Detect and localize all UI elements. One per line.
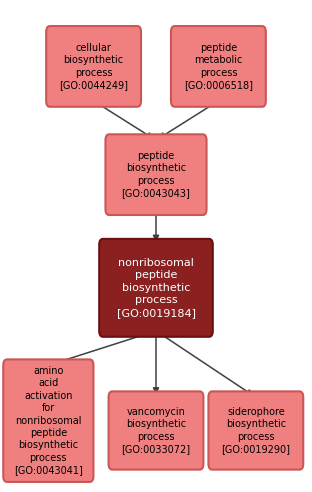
Text: siderophore
biosynthetic
process
[GO:0019290]: siderophore biosynthetic process [GO:001… (221, 407, 290, 454)
FancyBboxPatch shape (3, 359, 94, 482)
Text: amino
acid
activation
for
nonribosomal
peptide
biosynthetic
process
[GO:0043041]: amino acid activation for nonribosomal p… (14, 366, 83, 475)
FancyBboxPatch shape (109, 392, 203, 469)
Text: cellular
biosynthetic
process
[GO:0044249]: cellular biosynthetic process [GO:004424… (59, 43, 128, 90)
FancyBboxPatch shape (105, 134, 207, 215)
FancyBboxPatch shape (208, 392, 303, 469)
Text: peptide
biosynthetic
process
[GO:0043043]: peptide biosynthetic process [GO:0043043… (122, 151, 190, 198)
FancyBboxPatch shape (171, 26, 266, 107)
Text: vancomycin
biosynthetic
process
[GO:0033072]: vancomycin biosynthetic process [GO:0033… (121, 407, 191, 454)
FancyBboxPatch shape (99, 239, 213, 337)
Text: peptide
metabolic
process
[GO:0006518]: peptide metabolic process [GO:0006518] (184, 43, 253, 90)
Text: nonribosomal
peptide
biosynthetic
process
[GO:0019184]: nonribosomal peptide biosynthetic proces… (116, 258, 196, 318)
FancyBboxPatch shape (46, 26, 141, 107)
